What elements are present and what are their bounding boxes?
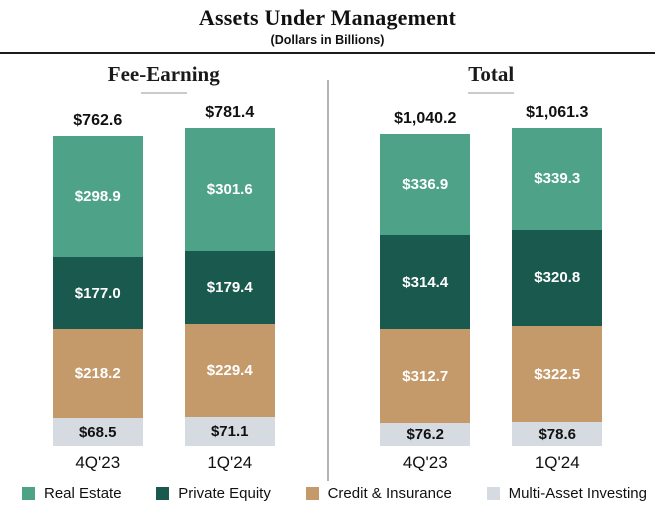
segment-value-label: $218.2 — [74, 365, 121, 383]
page-subtitle: (Dollars in Billions) — [270, 33, 385, 47]
bar-column: $1,061.3 $339.3 $320.8 $322.5 $78.6 — [512, 104, 603, 446]
legend-swatch-private-equity — [156, 487, 170, 500]
bar-segment-real-estate: $336.9 — [380, 134, 471, 236]
page-title: Assets Under Management — [198, 5, 457, 30]
bar-segment-credit-insurance: $229.4 — [184, 323, 275, 418]
x-axis-labels: 4Q'23 1Q'24 — [328, 453, 655, 473]
group-header: Total — [328, 62, 655, 94]
bar-segment-multi-asset: $78.6 — [512, 422, 603, 446]
bar-segment-real-estate: $298.9 — [52, 135, 143, 258]
x-axis-label: 1Q'24 — [534, 453, 580, 472]
bar-column: $781.4 $301.6 $179.4 $229.4 $71.1 — [184, 104, 275, 446]
bar-segment-credit-insurance: $218.2 — [52, 329, 143, 419]
x-axis-labels: 4Q'23 1Q'24 — [0, 453, 328, 473]
bar-segment-private-equity: $177.0 — [52, 257, 143, 330]
bar-segment-private-equity: $320.8 — [512, 229, 603, 326]
legend-item-multi-asset: Multi-Asset Investing — [486, 485, 647, 502]
title-rule — [0, 52, 655, 54]
x-axis-label: 4Q'23 — [75, 453, 121, 472]
segment-value-label: $76.2 — [406, 426, 445, 444]
bar-total-label: $1,061.3 — [526, 104, 589, 121]
stacked-bar: $301.6 $179.4 $229.4 $71.1 — [184, 128, 275, 446]
bar-segment-private-equity: $179.4 — [184, 250, 275, 324]
segment-value-label: $179.4 — [206, 278, 253, 296]
bar-total-label: $1,040.2 — [394, 110, 457, 128]
group-title-underline — [140, 92, 187, 94]
group-title-underline — [468, 92, 515, 94]
bar-column: $762.6 $298.9 $177.0 $218.2 $68.5 — [52, 111, 143, 446]
x-axis-label: 1Q'24 — [207, 453, 253, 472]
segment-value-label: $78.6 — [538, 425, 577, 443]
stacked-bar: $298.9 $177.0 $218.2 $68.5 — [52, 135, 143, 446]
group-title: Total — [468, 62, 515, 86]
bar-segment-private-equity: $314.4 — [380, 235, 471, 330]
bar-total-label: $781.4 — [205, 104, 255, 121]
legend-label: Real Estate — [44, 485, 122, 502]
segment-value-label: $320.8 — [534, 269, 581, 287]
segment-value-label: $177.0 — [74, 284, 121, 302]
segment-value-label: $68.5 — [78, 423, 117, 441]
segment-value-label: $71.1 — [210, 423, 249, 440]
legend: Real Estate Private Equity Credit & Insura… — [0, 485, 655, 502]
group-divider — [327, 80, 329, 481]
stacked-bar: $336.9 $314.4 $312.7 $76.2 — [380, 134, 471, 446]
bars-row: $1,040.2 $336.9 $314.4 $312.7 $76.2 $1,061.3 $… — [328, 94, 655, 446]
group-title: Fee-Earning — [107, 62, 220, 86]
group-header: Fee-Earning — [0, 62, 328, 94]
bar-segment-credit-insurance: $312.7 — [380, 329, 471, 424]
chart-row: Fee-Earning $762.6 $298.9 $177.0 $218.2 $68.5… — [0, 54, 655, 473]
x-axis-label: 4Q'23 — [402, 453, 448, 472]
segment-value-label: $301.6 — [206, 180, 253, 198]
bar-segment-real-estate: $301.6 — [184, 128, 275, 251]
segment-value-label: $336.9 — [402, 176, 449, 194]
bar-total-label: $762.6 — [73, 111, 123, 129]
bar-segment-multi-asset: $76.2 — [380, 423, 471, 446]
legend-item-credit-insurance: Credit & Insurance — [305, 485, 452, 502]
legend-swatch-credit-insurance — [305, 487, 319, 500]
legend-label: Multi-Asset Investing — [508, 485, 647, 502]
segment-value-label: $298.9 — [74, 188, 121, 205]
legend-label: Private Equity — [178, 485, 271, 502]
segment-value-label: $312.7 — [402, 367, 449, 385]
segment-value-label: $229.4 — [206, 361, 253, 379]
bars-row: $762.6 $298.9 $177.0 $218.2 $68.5 $781.4 $301.… — [0, 94, 328, 446]
bar-segment-multi-asset: $71.1 — [184, 417, 275, 446]
legend-swatch-real-estate — [22, 487, 35, 500]
bar-segment-real-estate: $339.3 — [512, 128, 603, 230]
chart-group-fee-earning: Fee-Earning $762.6 $298.9 $177.0 $218.2 $68.5… — [0, 54, 328, 473]
segment-value-label: $322.5 — [534, 365, 581, 383]
stacked-bar: $339.3 $320.8 $322.5 $78.6 — [512, 128, 603, 446]
chart-group-total: Total $1,040.2 $336.9 $314.4 $312.7 $76.2 $1,0… — [328, 54, 655, 473]
legend-swatch-multi-asset — [486, 487, 500, 500]
legend-item-real-estate: Real Estate — [22, 485, 122, 502]
legend-item-private-equity: Private Equity — [156, 485, 271, 502]
bar-segment-multi-asset: $68.5 — [52, 418, 143, 446]
segment-value-label: $314.4 — [402, 273, 449, 291]
legend-label: Credit & Insurance — [327, 485, 452, 502]
segment-value-label: $339.3 — [534, 170, 581, 188]
bar-column: $1,040.2 $336.9 $314.4 $312.7 $76.2 — [380, 110, 471, 446]
bar-segment-credit-insurance: $322.5 — [512, 325, 603, 423]
